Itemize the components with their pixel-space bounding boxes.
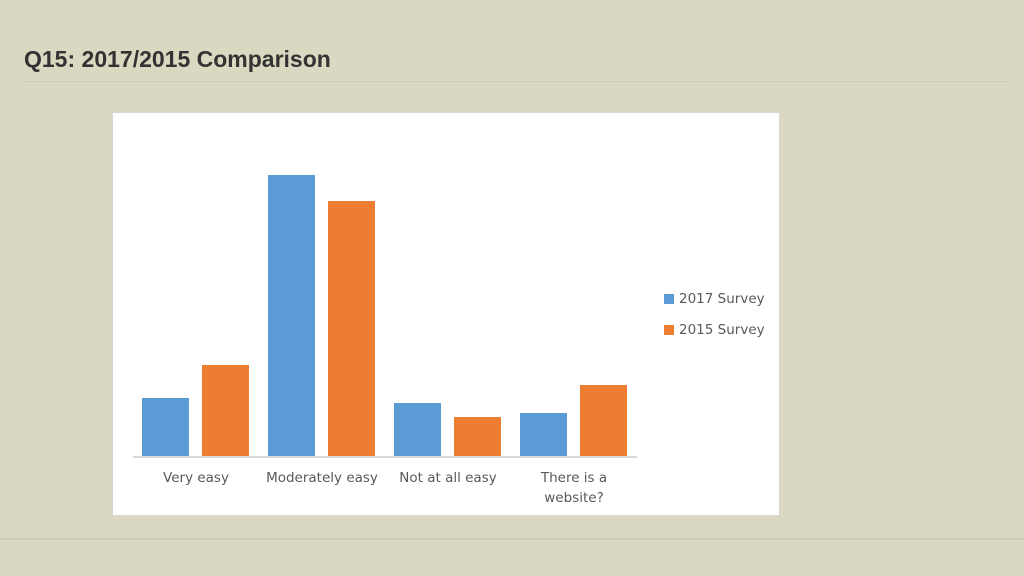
legend-swatch-icon xyxy=(664,325,674,335)
bar-group xyxy=(385,113,511,456)
bar-2015-survey xyxy=(454,417,501,456)
bar-2015-survey xyxy=(580,385,627,456)
bar-group xyxy=(511,113,637,456)
chart-frame: Very easy Moderately easy Not at all easy T… xyxy=(112,112,780,516)
legend-item: 2017 Survey xyxy=(664,289,765,309)
legend-item: 2015 Survey xyxy=(664,320,765,340)
x-tick-label: Very easy xyxy=(163,470,229,486)
x-tick-label: Moderately easy xyxy=(266,470,378,486)
bar-2015-survey xyxy=(328,201,375,456)
x-axis-line xyxy=(133,456,637,458)
x-tick-label: Not at all easy xyxy=(399,470,497,486)
bar-group xyxy=(259,113,385,456)
legend-label: 2017 Survey xyxy=(679,291,765,307)
legend-label: 2015 Survey xyxy=(679,322,765,338)
slide-title: Q15: 2017/2015 Comparison xyxy=(24,46,331,72)
footer-divider xyxy=(0,538,1024,540)
bar-2015-survey xyxy=(202,365,249,456)
bar-2017-survey xyxy=(268,175,315,456)
title-divider xyxy=(22,81,1008,82)
bar-2017-survey xyxy=(394,403,441,456)
x-tick-label: There is a website? xyxy=(540,470,608,506)
legend-swatch-icon xyxy=(664,294,674,304)
bar-2017-survey xyxy=(520,413,567,456)
plot-area: Very easy Moderately easy Not at all easy T… xyxy=(133,113,637,506)
chart-legend: 2017 Survey 2015 Survey xyxy=(664,289,765,351)
bar-2017-survey xyxy=(142,398,189,456)
bar-group xyxy=(133,113,259,456)
